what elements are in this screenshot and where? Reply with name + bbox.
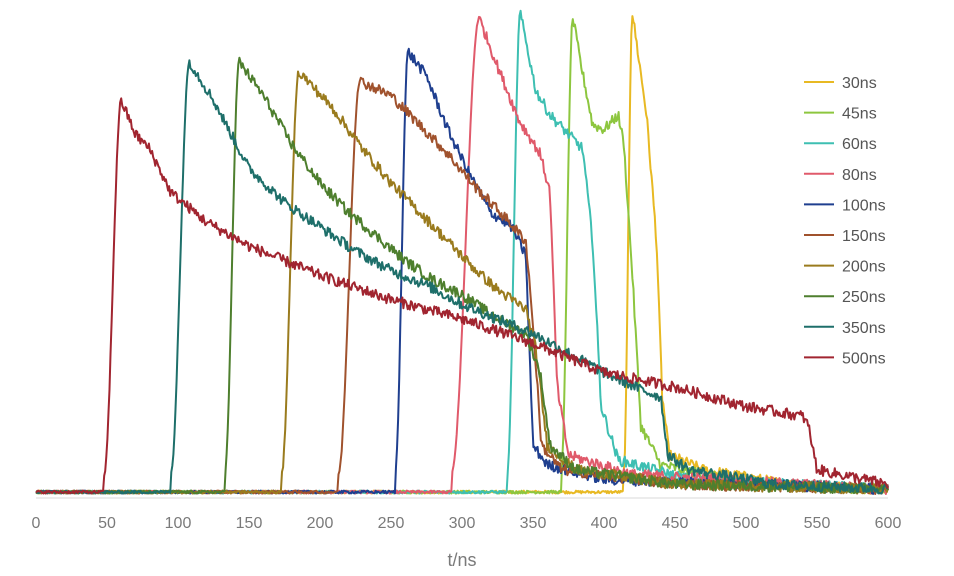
x-tick-label: 350 <box>520 515 547 532</box>
series-line-250ns <box>35 56 889 495</box>
x-tick-label: 200 <box>307 515 334 532</box>
legend-label: 30ns <box>842 75 877 92</box>
x-axis-title: t/ns <box>447 550 476 570</box>
x-tick-label: 50 <box>98 515 116 532</box>
series-line-150ns <box>35 76 889 495</box>
legend: 30ns 45ns 60ns 80ns 100ns 150ns 200ns 250ns 350n… <box>804 75 886 367</box>
series-line-500ns <box>35 97 889 495</box>
series-line-100ns <box>35 47 889 495</box>
legend-label: 60ns <box>842 136 877 153</box>
x-tick-label: 550 <box>804 515 831 532</box>
x-tick-label: 450 <box>662 515 689 532</box>
series-line-350ns <box>35 59 889 495</box>
series-line-200ns <box>35 70 889 495</box>
x-tick-label: 600 <box>875 515 902 532</box>
legend-label: 250ns <box>842 289 886 306</box>
legend-label: 350ns <box>842 320 886 337</box>
x-tick-label: 100 <box>165 515 192 532</box>
x-tick-label: 150 <box>236 515 263 532</box>
x-tick-labels: 0 50 100 150 200 250 300 350 400 450 500 550 600 <box>32 515 902 532</box>
legend-label: 45ns <box>842 106 877 123</box>
legend-label: 100ns <box>842 197 886 214</box>
legend-label: 500ns <box>842 350 886 367</box>
legend-label: 200ns <box>842 259 886 276</box>
x-tick-label: 250 <box>378 515 405 532</box>
x-tick-label: 0 <box>32 515 41 532</box>
x-tick-label: 500 <box>733 515 760 532</box>
legend-label: 80ns <box>842 167 877 184</box>
x-tick-label: 400 <box>591 515 618 532</box>
x-tick-label: 300 <box>449 515 476 532</box>
series-lines <box>35 9 889 495</box>
legend-label: 150ns <box>842 228 886 245</box>
